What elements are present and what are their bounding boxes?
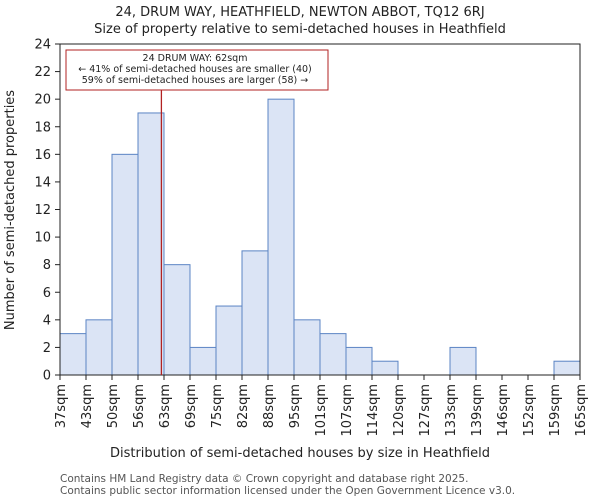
bar-43sqm (85, 319, 113, 376)
bars-group (59, 98, 581, 376)
x-tick-label: 82sqm (236, 384, 251, 428)
x-tick-label: 120sqm (392, 384, 407, 437)
annotation-line3: 59% of semi-detached houses are larger (… (82, 75, 309, 86)
x-tick-label: 139sqm (470, 384, 485, 437)
x-tick-label: 101sqm (314, 384, 329, 437)
footer-line2: Contains public sector information licen… (60, 485, 515, 497)
x-tick-label: 114sqm (366, 384, 381, 437)
x-tick-label: 152sqm (522, 384, 537, 437)
y-axis-label: Number of semi-detached properties (3, 90, 18, 330)
bar-107sqm (345, 346, 373, 376)
footer-line1: Contains HM Land Registry data © Crown c… (60, 473, 468, 485)
x-axis-ticks: 37sqm 43sqm 50sqm 56sqm 63sqm 69sqm 75sqm 82sqm… (54, 375, 589, 437)
x-tick-label: 50sqm (106, 384, 121, 428)
bar-69sqm (189, 346, 217, 376)
x-tick-label: 37sqm (54, 384, 69, 428)
bar-50sqm (111, 153, 139, 376)
x-tick-label: 95sqm (288, 384, 303, 428)
annotation-line2: ← 41% of semi-detached houses are smalle… (78, 64, 312, 75)
x-tick-label: 63sqm (158, 384, 173, 428)
x-tick-label: 165sqm (574, 384, 589, 437)
x-tick-label: 133sqm (444, 384, 459, 437)
bar-114sqm (371, 360, 399, 376)
chart-title-line2: Size of property relative to semi-detach… (94, 22, 506, 37)
y-tick-label: 4 (43, 313, 51, 328)
chart-title-line1: 24, DRUM WAY, HEATHFIELD, NEWTON ABBOT, … (115, 5, 484, 20)
bar-56sqm (137, 112, 165, 376)
x-tick-label: 69sqm (184, 384, 199, 428)
bar-133sqm (449, 346, 477, 376)
y-tick-label: 8 (43, 258, 51, 273)
annotation-box (65, 49, 329, 91)
y-tick-label: 10 (34, 231, 51, 246)
x-tick-label: 146sqm (496, 384, 511, 437)
y-tick-label: 16 (34, 148, 51, 163)
bar-75sqm (215, 305, 243, 376)
x-tick-label: 127sqm (418, 384, 433, 437)
bar-37sqm (59, 333, 87, 376)
annotation-line1: 24 DRUM WAY: 62sqm (143, 53, 248, 64)
x-tick-label: 56sqm (132, 384, 147, 428)
y-tick-label: 12 (34, 203, 51, 218)
y-tick-label: 14 (34, 175, 51, 190)
x-tick-label: 88sqm (262, 384, 277, 428)
y-tick-label: 6 (43, 286, 51, 301)
y-tick-label: 24 (34, 38, 51, 53)
plot-frame (59, 43, 581, 376)
x-tick-label: 43sqm (80, 384, 95, 428)
y-tick-label: 22 (34, 65, 51, 80)
y-tick-label: 18 (34, 120, 51, 135)
y-tick-label: 2 (43, 341, 51, 356)
bar-159sqm (553, 360, 581, 376)
bar-95sqm (293, 319, 321, 376)
bar-82sqm (241, 250, 269, 376)
x-tick-label: 159sqm (548, 384, 563, 437)
bar-63sqm (163, 264, 191, 376)
bar-101sqm (319, 333, 347, 376)
y-tick-label: 0 (43, 369, 51, 384)
y-tick-label: 20 (34, 93, 51, 108)
x-axis-label: Distribution of semi-detached houses by … (110, 446, 490, 461)
x-tick-label: 75sqm (210, 384, 225, 428)
x-tick-label: 107sqm (340, 384, 355, 437)
bar-88sqm (267, 98, 295, 376)
